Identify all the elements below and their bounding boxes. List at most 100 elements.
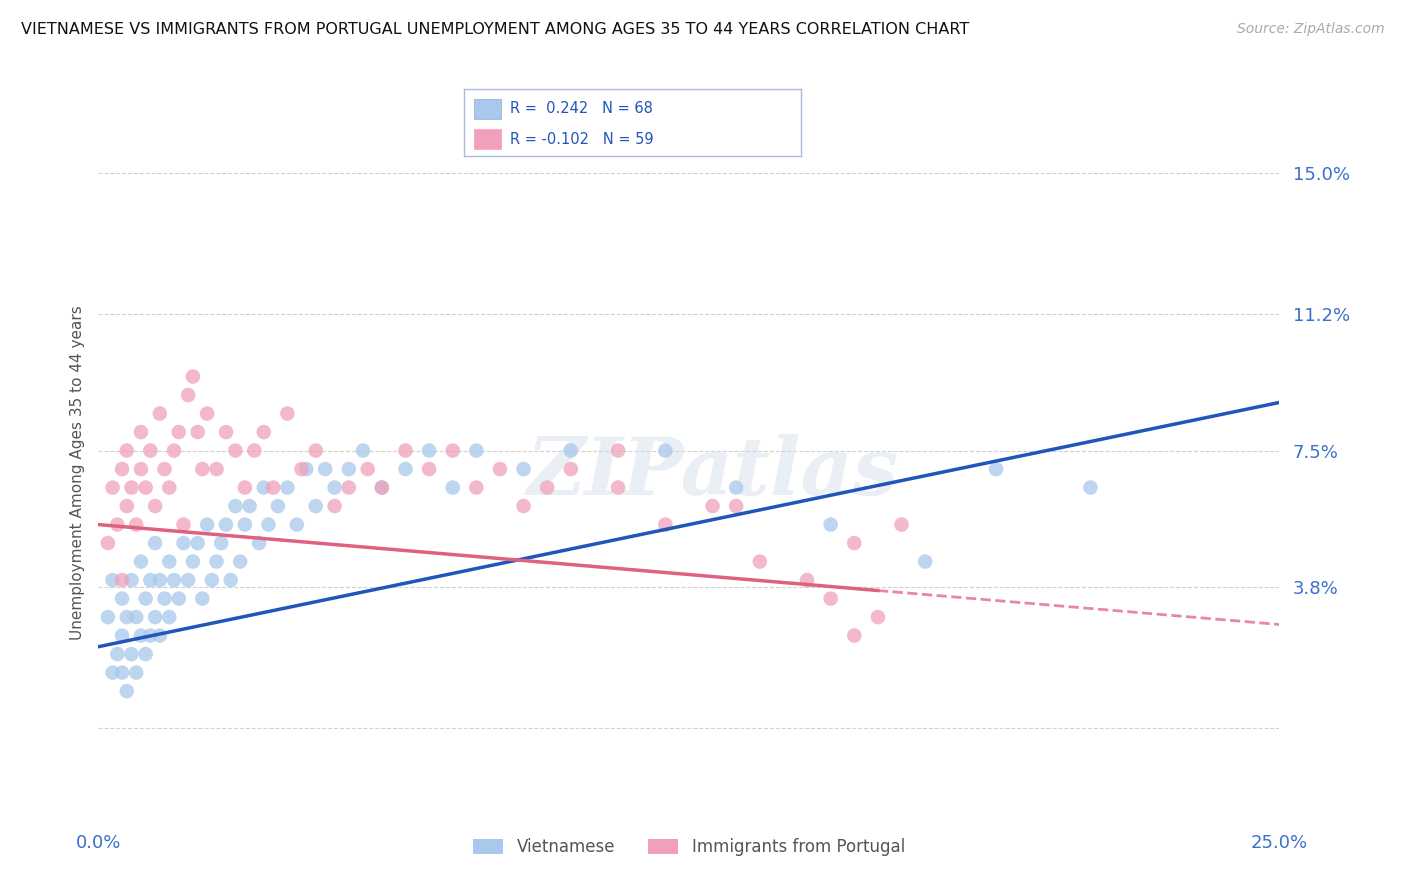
Point xyxy=(441,481,464,495)
Point xyxy=(215,425,238,439)
Point xyxy=(97,610,120,624)
Point xyxy=(418,443,440,458)
Point xyxy=(139,443,162,458)
Text: ZIPatlas: ZIPatlas xyxy=(526,434,898,511)
Point xyxy=(337,462,360,476)
Point xyxy=(229,555,252,569)
Point xyxy=(129,462,152,476)
Point xyxy=(285,517,308,532)
Point xyxy=(914,555,936,569)
Point xyxy=(257,517,280,532)
Point xyxy=(243,443,266,458)
Point xyxy=(201,573,224,587)
Point xyxy=(157,610,180,624)
Point xyxy=(163,443,186,458)
Point xyxy=(233,517,256,532)
Point xyxy=(607,443,630,458)
Text: VIETNAMESE VS IMMIGRANTS FROM PORTUGAL UNEMPLOYMENT AMONG AGES 35 TO 44 YEARS CO: VIETNAMESE VS IMMIGRANTS FROM PORTUGAL U… xyxy=(21,22,969,37)
Point xyxy=(371,481,394,495)
Point xyxy=(105,647,128,661)
Bar xyxy=(474,99,501,119)
Point xyxy=(276,407,298,421)
Point xyxy=(219,573,242,587)
Point xyxy=(172,536,194,550)
Point xyxy=(820,591,842,606)
Point xyxy=(725,481,748,495)
Point xyxy=(512,462,534,476)
Point xyxy=(191,462,214,476)
Point xyxy=(139,573,162,587)
Point xyxy=(115,684,138,698)
Point xyxy=(153,462,176,476)
Point xyxy=(153,591,176,606)
Point xyxy=(337,481,360,495)
Point xyxy=(139,629,162,643)
Point xyxy=(267,499,290,513)
Point xyxy=(111,573,134,587)
Point xyxy=(101,665,124,680)
Legend: Vietnamese, Immigrants from Portugal: Vietnamese, Immigrants from Portugal xyxy=(465,830,912,864)
Point xyxy=(205,462,228,476)
Point xyxy=(125,665,148,680)
Point xyxy=(844,536,866,550)
Point xyxy=(135,481,157,495)
Point xyxy=(177,388,200,402)
Point xyxy=(607,481,630,495)
Point xyxy=(177,573,200,587)
Point xyxy=(820,517,842,532)
Point xyxy=(560,462,582,476)
Point xyxy=(262,481,284,495)
Point xyxy=(489,462,512,476)
Point xyxy=(844,629,866,643)
Point xyxy=(890,517,912,532)
Point xyxy=(187,425,209,439)
Point xyxy=(157,555,180,569)
Point xyxy=(352,443,374,458)
Point xyxy=(111,665,134,680)
Bar xyxy=(474,129,501,150)
Point xyxy=(224,443,246,458)
Point xyxy=(143,499,166,513)
Point xyxy=(125,610,148,624)
Point xyxy=(314,462,336,476)
Point xyxy=(135,591,157,606)
Point xyxy=(465,443,488,458)
Point xyxy=(97,536,120,550)
Point xyxy=(191,591,214,606)
Point xyxy=(105,517,128,532)
Point xyxy=(167,591,190,606)
Point xyxy=(276,481,298,495)
Point xyxy=(394,462,416,476)
Point xyxy=(101,481,124,495)
Point xyxy=(253,481,276,495)
Point xyxy=(305,499,328,513)
Point xyxy=(163,573,186,587)
Point xyxy=(187,536,209,550)
Point xyxy=(560,443,582,458)
Point xyxy=(115,443,138,458)
Point xyxy=(143,536,166,550)
Point xyxy=(129,555,152,569)
Point xyxy=(157,481,180,495)
Point xyxy=(323,499,346,513)
Point xyxy=(295,462,318,476)
Point xyxy=(209,536,232,550)
Point xyxy=(702,499,724,513)
Point xyxy=(111,591,134,606)
Point xyxy=(323,481,346,495)
Point xyxy=(305,443,328,458)
Point xyxy=(195,517,218,532)
Point xyxy=(125,517,148,532)
Point xyxy=(796,573,818,587)
Point xyxy=(1080,481,1102,495)
Text: R =  0.242   N = 68: R = 0.242 N = 68 xyxy=(509,101,652,116)
Point xyxy=(121,481,143,495)
Point xyxy=(465,481,488,495)
Point xyxy=(239,499,262,513)
Point xyxy=(111,629,134,643)
Point xyxy=(195,407,218,421)
Point xyxy=(181,369,204,384)
Point xyxy=(135,647,157,661)
Point xyxy=(290,462,312,476)
Point xyxy=(172,517,194,532)
